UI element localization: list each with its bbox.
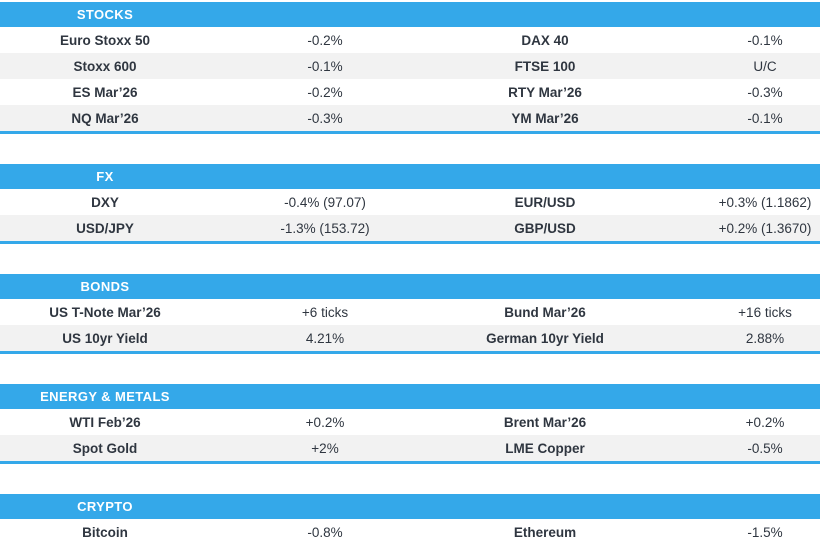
instrument-label: RTY Mar’26 [508, 84, 582, 100]
section-title: STOCKS [76, 7, 134, 22]
section-header: STOCKS [0, 2, 820, 27]
table-row: US T-Note Mar’26 +6 ticks Bund Mar’26 +1… [0, 299, 820, 325]
section-title: BONDS [80, 279, 130, 294]
instrument-label: USD/JPY [76, 220, 134, 236]
table-row: Euro Stoxx 50 -0.2% DAX 40 -0.1% [0, 27, 820, 53]
instrument-value: +0.2% [305, 414, 345, 430]
instrument-value: +0.3% (1.1862) [718, 194, 812, 210]
instrument-label: US 10yr Yield [62, 330, 148, 346]
section-bottom-border [0, 131, 820, 134]
section-header: CRYPTO [0, 494, 820, 519]
instrument-label: Ethereum [513, 524, 577, 540]
instrument-label: Bitcoin [82, 524, 128, 540]
instrument-label: US T-Note Mar’26 [49, 304, 161, 320]
instrument-label: LME Copper [505, 440, 585, 456]
instrument-label: FTSE 100 [514, 58, 576, 74]
instrument-value: -0.2% [307, 32, 343, 48]
section-header: FX [0, 164, 820, 189]
table-row: Bitcoin -0.8% Ethereum -1.5% [0, 519, 820, 545]
table-row: NQ Mar’26 -0.3% YM Mar’26 -0.1% [0, 105, 820, 131]
table-row: DXY -0.4% (97.07) EUR/USD +0.3% (1.1862) [0, 189, 820, 215]
section-bottom-border [0, 461, 820, 464]
instrument-label: WTI Feb’26 [69, 414, 141, 430]
section-bottom-border [0, 241, 820, 244]
instrument-value: -0.2% [307, 84, 343, 100]
instrument-label: DXY [91, 194, 119, 210]
instrument-label: German 10yr Yield [486, 330, 604, 346]
instrument-value: -0.1% [307, 58, 343, 74]
section-stocks: STOCKS Euro Stoxx 50 -0.2% DAX 40 -0.1% … [0, 2, 820, 134]
section-crypto: CRYPTO Bitcoin -0.8% Ethereum -1.5% [0, 494, 820, 545]
section-bonds: BONDS US T-Note Mar’26 +6 ticks Bund Mar… [0, 274, 820, 354]
instrument-value: -0.8% [307, 524, 343, 540]
table-row: USD/JPY -1.3% (153.72) GBP/USD +0.2% (1.… [0, 215, 820, 241]
instrument-value: U/C [753, 58, 777, 74]
instrument-label: DAX 40 [521, 32, 569, 48]
instrument-value: -0.4% (97.07) [284, 194, 366, 210]
instrument-value: +2% [311, 440, 339, 456]
instrument-label: Bund Mar’26 [504, 304, 586, 320]
instrument-value: +16 ticks [738, 304, 792, 320]
instrument-value: -0.1% [747, 110, 783, 126]
section-header: BONDS [0, 274, 820, 299]
section-header: ENERGY & METALS [0, 384, 820, 409]
table-row: ES Mar’26 -0.2% RTY Mar’26 -0.3% [0, 79, 820, 105]
instrument-label: YM Mar’26 [511, 110, 579, 126]
instrument-value: -0.5% [747, 440, 783, 456]
instrument-label: Spot Gold [72, 440, 138, 456]
section-energy-metals: ENERGY & METALS WTI Feb’26 +0.2% Brent M… [0, 384, 820, 464]
instrument-value: +6 ticks [301, 304, 349, 320]
instrument-value: 4.21% [305, 330, 345, 346]
instrument-value: -0.1% [747, 32, 783, 48]
instrument-value: -1.3% (153.72) [280, 220, 370, 236]
table-row: WTI Feb’26 +0.2% Brent Mar’26 +0.2% [0, 409, 820, 435]
table-row: Stoxx 600 -0.1% FTSE 100 U/C [0, 53, 820, 79]
section-bottom-border [0, 351, 820, 354]
section-title: ENERGY & METALS [40, 389, 170, 404]
instrument-label: ES Mar’26 [72, 84, 138, 100]
instrument-label: Euro Stoxx 50 [59, 32, 151, 48]
section-fx: FX DXY -0.4% (97.07) EUR/USD +0.3% (1.18… [0, 164, 820, 244]
instrument-label: Brent Mar’26 [503, 414, 587, 430]
section-title: CRYPTO [77, 499, 133, 514]
instrument-value: -0.3% [307, 110, 343, 126]
instrument-value: -0.3% [747, 84, 783, 100]
instrument-value: +0.2% [745, 414, 785, 430]
table-row: US 10yr Yield 4.21% German 10yr Yield 2.… [0, 325, 820, 351]
instrument-value: -1.5% [747, 524, 783, 540]
section-title: FX [96, 169, 114, 184]
table-row: Spot Gold +2% LME Copper -0.5% [0, 435, 820, 461]
instrument-label: NQ Mar’26 [71, 110, 139, 126]
instrument-value: 2.88% [745, 330, 785, 346]
instrument-label: Stoxx 600 [73, 58, 137, 74]
instrument-label: GBP/USD [514, 220, 576, 236]
instrument-value: +0.2% (1.3670) [718, 220, 812, 236]
instrument-label: EUR/USD [514, 194, 576, 210]
